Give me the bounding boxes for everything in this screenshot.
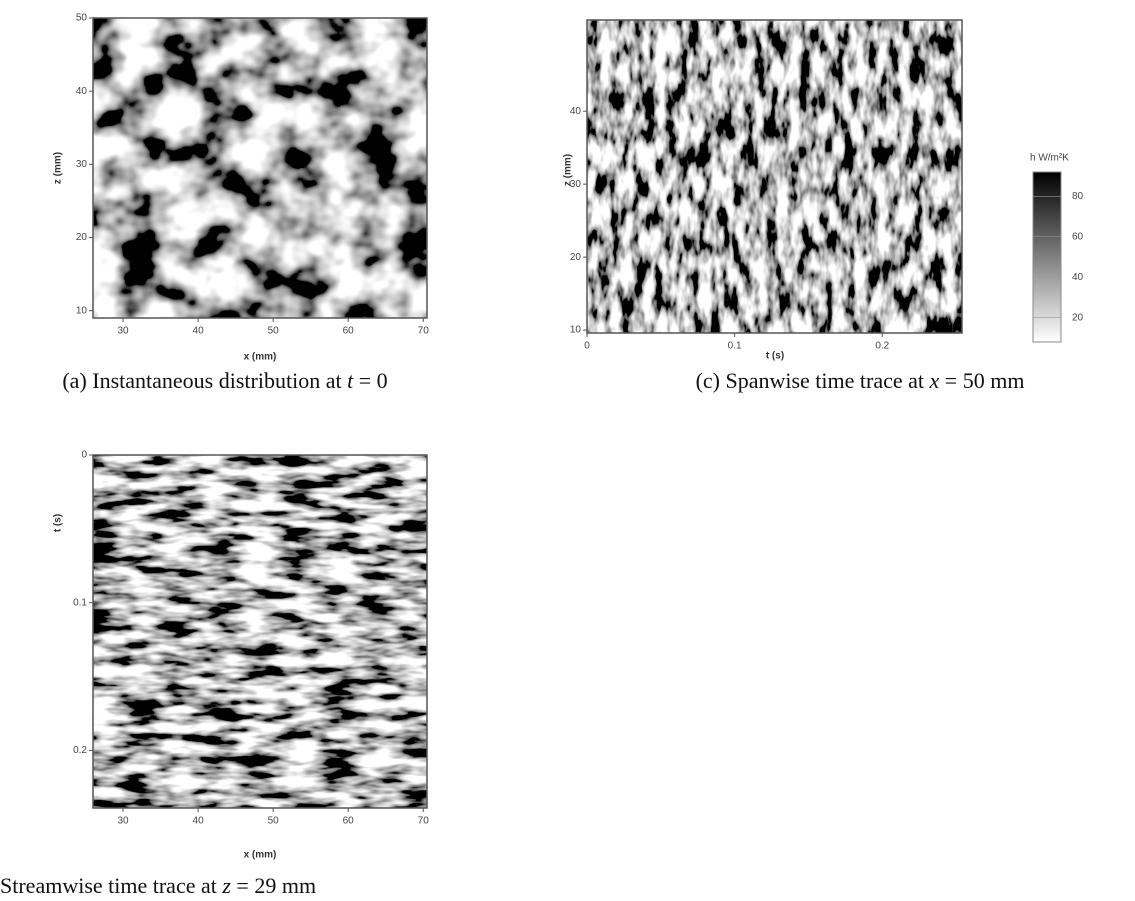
caption-part: x [929,368,940,393]
y-tick-label: 0 [81,450,87,461]
caption: (c) Spanwise time trace at x = 50 mm [696,368,1025,393]
x-tick-label: 60 [343,326,355,337]
x-tick-label: 30 [117,326,129,337]
y-tick-label: 20 [570,252,582,263]
y-tick-label: 40 [570,106,582,117]
heat-map [587,20,962,333]
colorbar-tick-label: 20 [1072,312,1084,323]
colorbar-tick-label: 80 [1072,191,1084,202]
y-tick-label: 20 [76,232,88,243]
x-tick-label: 70 [418,326,430,337]
caption-part: = 29 mm [231,873,316,898]
colorbar-tick-label: 60 [1072,231,1084,242]
y-tick-label: 0.1 [73,597,87,608]
x-tick-label: 60 [343,816,355,827]
x-tick-label: 40 [193,816,205,827]
x-tick-label: 0 [584,341,590,352]
x-tick-label: 0.2 [875,341,889,352]
caption-part: = 50 mm [939,368,1024,393]
x-axis-label: t (s) [766,351,784,362]
colorbar-label: h W/m²K [1030,153,1069,164]
x-tick-label: 50 [268,326,280,337]
plot-frame [92,454,428,809]
caption-part: (c) Spanwise time trace at [696,368,930,393]
y-tick-label: 30 [76,159,88,170]
heat-map [93,18,427,318]
heat-map [93,455,427,808]
y-axis-label: t (s) [53,514,64,532]
y-tick-label: 50 [76,13,88,24]
colorbar-tick-label: 40 [1072,272,1084,283]
caption-part: Streamwise time trace at [0,873,222,898]
y-axis-label: z (mm) [53,152,64,184]
y-tick-label: 10 [76,305,88,316]
x-tick-label: 0.1 [728,341,742,352]
y-axis-label: z (mm) [563,154,574,186]
caption-part: z [221,873,231,898]
caption: Streamwise time trace at z = 29 mm [0,873,316,898]
y-tick-label: 30 [570,179,582,190]
x-axis-label: x (mm) [244,352,277,363]
y-tick-label: 10 [570,325,582,336]
x-axis-label: x (mm) [244,850,277,861]
colorbar [1032,171,1062,343]
x-tick-label: 70 [418,816,430,827]
caption: (a) Instantaneous distribution at t = 0 [62,368,387,393]
plot-frame [586,19,963,334]
x-tick-label: 50 [268,816,280,827]
x-tick-label: 30 [117,816,129,827]
x-tick-label: 40 [193,326,205,337]
caption-part: = 0 [353,368,387,393]
caption-part: (a) Instantaneous distribution at [62,368,347,393]
y-tick-label: 0.2 [73,745,87,756]
y-tick-label: 40 [76,86,88,97]
plot-frame [92,17,428,319]
caption-part: t [347,368,354,393]
